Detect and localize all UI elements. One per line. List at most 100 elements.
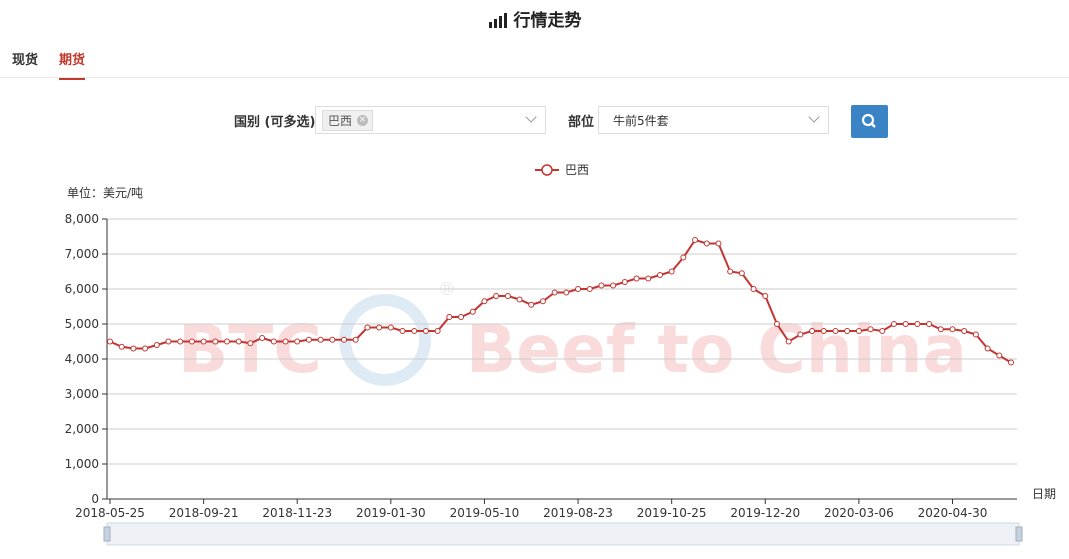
- y-tick-label: 3,000: [65, 387, 99, 401]
- data-point: [469, 308, 476, 315]
- data-point: [352, 336, 359, 343]
- country-tag[interactable]: 巴西 ×: [322, 110, 374, 131]
- data-point: [680, 254, 687, 261]
- data-point: [867, 326, 874, 333]
- data-point: [481, 298, 488, 305]
- data-point: [282, 338, 289, 345]
- data-point: [832, 328, 839, 334]
- data-point: [610, 282, 617, 289]
- data-point: [598, 282, 605, 289]
- data-point: [855, 328, 862, 334]
- data-point: [1008, 359, 1014, 366]
- data-point: [107, 338, 113, 345]
- data-point: [668, 268, 675, 275]
- tab[interactable]: 现货: [12, 53, 39, 68]
- data-point: [551, 289, 558, 296]
- search-button[interactable]: [851, 105, 888, 138]
- data-point: [399, 328, 406, 334]
- data-point: [446, 314, 453, 320]
- page-title: 行情走势: [0, 6, 1069, 31]
- dropdown-arrow: [808, 111, 820, 123]
- data-point: [738, 270, 745, 277]
- x-tick-label: 2019-01-30: [356, 506, 426, 520]
- data-point: [727, 268, 734, 275]
- datazoom-slider[interactable]: [106, 522, 1020, 546]
- data-point: [645, 275, 652, 282]
- data-point: [247, 340, 254, 347]
- y-tick-label: 7,000: [65, 247, 99, 261]
- data-point: [364, 324, 371, 331]
- data-point: [715, 240, 722, 247]
- chart: BTC ® Beef to China 单位：美元/吨 日期 01,0002,0…: [65, 163, 1056, 546]
- x-tick-label: 2018-09-21: [169, 506, 239, 520]
- x-tick-label: 2019-05-10: [450, 506, 520, 520]
- x-tick-label: 2019-12-20: [730, 506, 800, 520]
- data-point: [773, 321, 780, 327]
- title-icon: [488, 13, 507, 28]
- data-point: [153, 342, 160, 348]
- data-point: [890, 321, 897, 327]
- data-point: [411, 328, 418, 334]
- data-point: [539, 298, 546, 305]
- y-tick-label: 6,000: [65, 282, 99, 296]
- data-point: [949, 326, 956, 333]
- data-point: [516, 296, 523, 303]
- data-point: [656, 272, 663, 278]
- data-point: [317, 336, 324, 343]
- data-point: [130, 345, 137, 352]
- data-point: [844, 328, 851, 334]
- unit-label: 单位：美元/吨: [67, 185, 143, 200]
- data-point: [797, 331, 804, 338]
- data-point: [200, 338, 207, 345]
- data-point: [118, 343, 125, 350]
- tag-remove[interactable]: ×: [357, 115, 369, 126]
- data-point: [177, 338, 184, 345]
- y-tick-label: 5,000: [65, 317, 99, 331]
- tag-text: 巴西: [328, 114, 353, 128]
- data-point: [235, 338, 242, 345]
- country-select[interactable]: 巴西 ×: [315, 106, 546, 134]
- data-point: [329, 336, 336, 343]
- y-tick-label: 2,000: [65, 422, 99, 436]
- divider: [0, 77, 1069, 78]
- data-point: [387, 324, 394, 331]
- data-point: [762, 293, 769, 299]
- select-value: 牛前5件套: [613, 114, 669, 128]
- data-point: [165, 338, 172, 345]
- data-point: [224, 338, 231, 345]
- title-text: 行情走势: [513, 11, 582, 31]
- data-point: [902, 321, 909, 327]
- legend-label: 巴西: [565, 163, 589, 177]
- data-point: [212, 338, 219, 345]
- x-tick-label: 2020-04-30: [918, 506, 988, 520]
- x-tick-label: 2018-05-25: [75, 506, 145, 520]
- data-point: [586, 286, 593, 292]
- data-point: [341, 336, 348, 343]
- data-point: [458, 314, 465, 320]
- datazoom-handle[interactable]: [1015, 526, 1023, 542]
- datazoom-handle[interactable]: [103, 526, 111, 542]
- x-tick-label: 2018-11-23: [262, 506, 332, 520]
- data-point: [996, 352, 1003, 359]
- data-point: [984, 345, 991, 352]
- filter-label: 国别 (可多选): [234, 115, 316, 130]
- data-point: [563, 289, 570, 296]
- x-tick-label: 2020-03-06: [824, 506, 894, 520]
- data-point: [270, 338, 277, 345]
- data-point: [703, 240, 710, 247]
- data-point: [809, 328, 816, 334]
- data-point: [961, 328, 968, 334]
- data-point: [294, 338, 301, 345]
- data-point: [937, 326, 944, 333]
- legend-marker: [541, 164, 553, 176]
- data-point: [434, 328, 441, 334]
- data-point: [926, 321, 933, 327]
- data-point: [820, 328, 827, 334]
- dropdown-arrow: [525, 111, 537, 123]
- data-point: [914, 321, 921, 327]
- search-icon: [861, 113, 876, 128]
- x-axis-name: 日期: [1032, 487, 1056, 501]
- part-select[interactable]: 牛前5件套: [598, 106, 829, 134]
- tab-active[interactable]: 期货: [59, 49, 86, 80]
